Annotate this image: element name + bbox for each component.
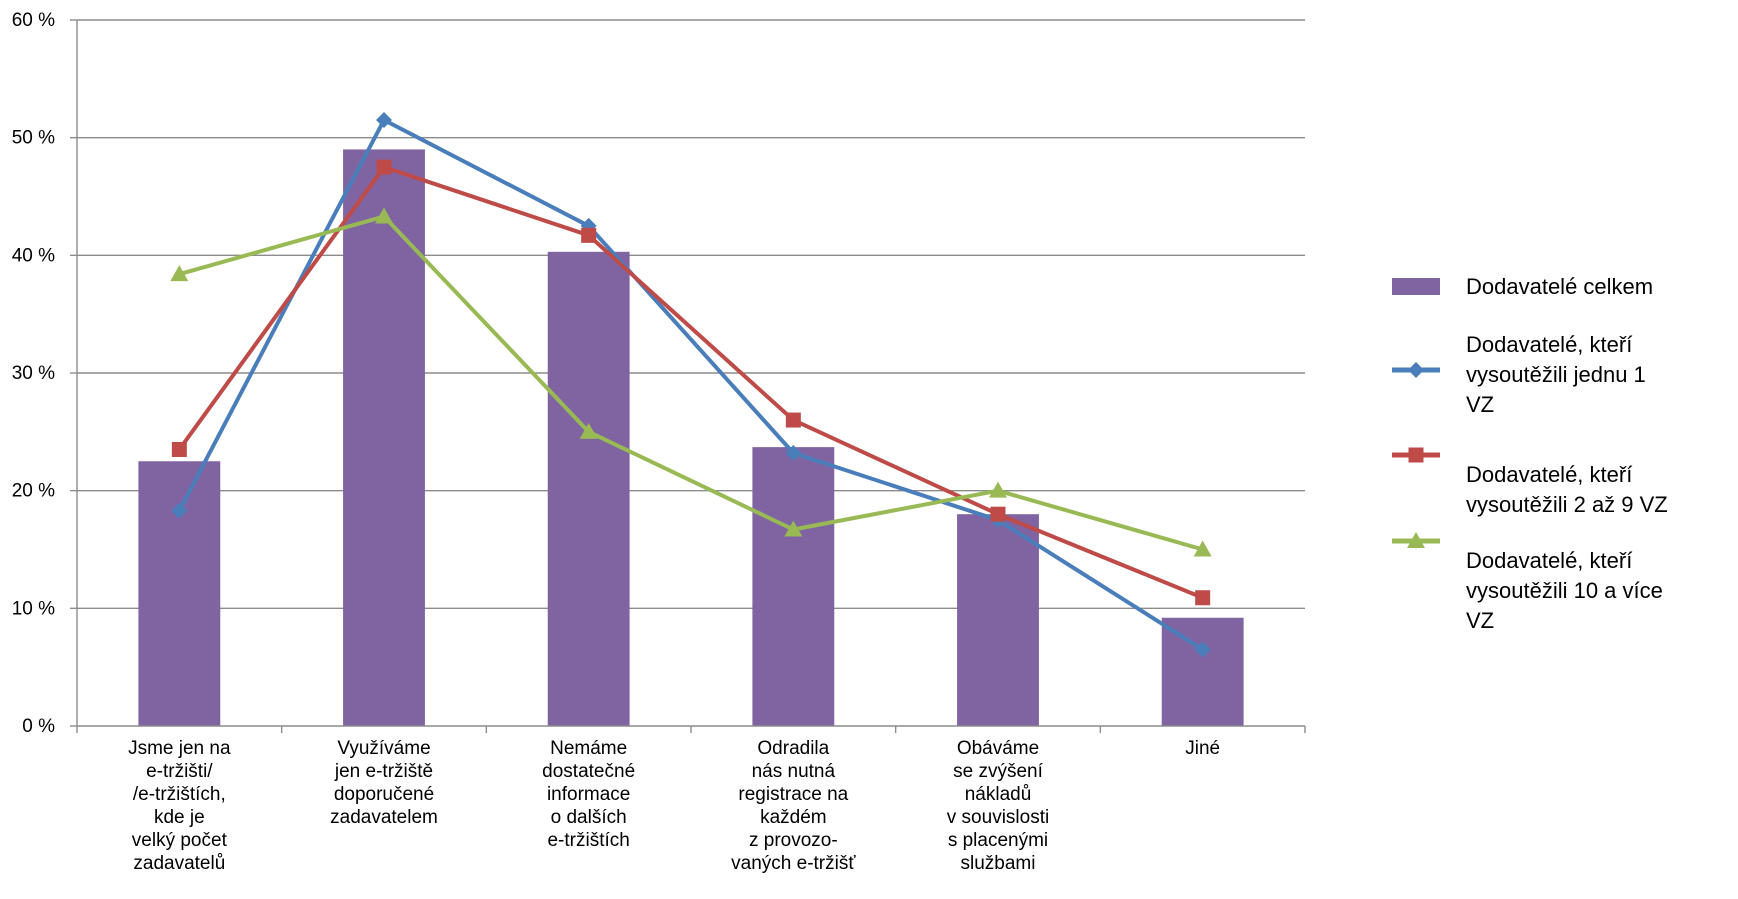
legend-marker-3 (1407, 532, 1425, 548)
series-3-point (784, 520, 803, 537)
legend-marker-1 (1408, 362, 1424, 378)
series-2-point (990, 506, 1006, 522)
legend-label-2: Dodavatelé, kteří vysoutěžili 2 až 9 VZ (1466, 462, 1668, 517)
series-line-1 (177, 118, 1204, 652)
series-1-point (1194, 641, 1211, 658)
series-3-point (170, 265, 189, 282)
series-2-point (171, 441, 187, 457)
bars (138, 149, 1244, 726)
x-category-label: Nemáme dostatečné informace o dalších e-trži… (542, 738, 635, 851)
series-line-2 (177, 165, 1204, 600)
bar (957, 514, 1039, 726)
y-tick-label: 50 % (12, 128, 55, 149)
series-2-point (785, 412, 801, 428)
y-tick-label: 0 % (22, 716, 55, 737)
series-line-3 (178, 214, 1204, 552)
series-3-point (375, 207, 393, 224)
axes (76, 20, 1306, 733)
bar (752, 447, 835, 726)
bar (1161, 617, 1244, 726)
series-3-point (989, 481, 1007, 498)
y-tick-label: 40 % (12, 245, 55, 266)
x-category-label: Jsme jen na e-tržišti//e-tržištích, kde je… (128, 738, 231, 874)
bar (547, 251, 630, 726)
y-tick-label: 30 % (12, 363, 55, 384)
x-category-label: Obáváme se zvýšení nákladů v souvislosti s p… (947, 738, 1049, 874)
legend-label-bars: Dodavatelé celkem (1466, 274, 1653, 299)
legend-marker-2 (1408, 447, 1424, 463)
bar (138, 461, 221, 726)
x-category-label: Využíváme jen e-tržiště doporučené zadavate… (330, 738, 438, 828)
legend-swatch-bars (1392, 278, 1440, 295)
x-axis-categories: Jsme jen na e-tržišti//e-tržištích, kde je… (128, 738, 1220, 874)
legend-label-1: Dodavatelé, kteří vysoutěžili jednu 1 VZ (1466, 332, 1646, 417)
x-category-label: Jiné (1185, 738, 1220, 759)
series-2-point (1195, 590, 1211, 606)
legend: Dodavatelé celkem Dodavatelé, kteří vysout… (1392, 274, 1668, 633)
bar (343, 149, 425, 726)
series-2-point (581, 227, 597, 243)
series-3-point (579, 422, 598, 439)
legend-label-3: Dodavatelé, kteří vysoutěžili 10 a více VZ (1466, 548, 1663, 633)
y-tick-label: 10 % (12, 598, 55, 619)
series-1-point (376, 112, 392, 129)
gridlines (70, 19, 1305, 727)
series-2-point (376, 159, 392, 175)
series-lines (170, 112, 1212, 658)
y-tick-label: 20 % (12, 481, 55, 502)
x-category-label: Odradila nás nutná registrace na každém z pr… (731, 738, 856, 874)
y-axis-ticks: 0 % 10 % 20 % 30 % 40 % 50 % 60 % (12, 10, 55, 737)
y-tick-label: 60 % (12, 10, 55, 31)
series-1-point (785, 445, 802, 462)
series-3-point (1193, 540, 1212, 557)
series-1-point (171, 502, 188, 519)
